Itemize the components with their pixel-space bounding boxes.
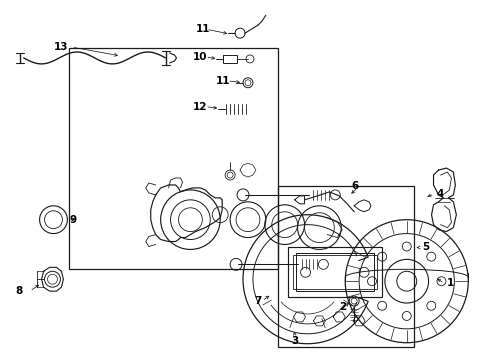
Text: 9: 9	[70, 215, 76, 225]
Text: 5: 5	[422, 243, 430, 252]
Bar	[223, 55, 237, 63]
Text: 11: 11	[196, 24, 210, 34]
Text: 11: 11	[216, 76, 231, 86]
Bar	[278, 186, 414, 347]
Text: 6: 6	[351, 181, 358, 191]
Bar	[288, 247, 382, 297]
Bar	[295, 253, 374, 291]
Text: 13: 13	[53, 42, 68, 52]
Bar	[69, 48, 278, 269]
Text: 12: 12	[193, 102, 207, 112]
Text: 8: 8	[16, 286, 23, 296]
Text: 1: 1	[446, 278, 454, 288]
Text: 3: 3	[291, 336, 298, 346]
Bar	[293, 255, 377, 289]
Text: 10: 10	[193, 52, 207, 62]
Text: 2: 2	[339, 302, 346, 312]
Text: 7: 7	[254, 296, 261, 306]
Text: 4: 4	[437, 189, 444, 199]
